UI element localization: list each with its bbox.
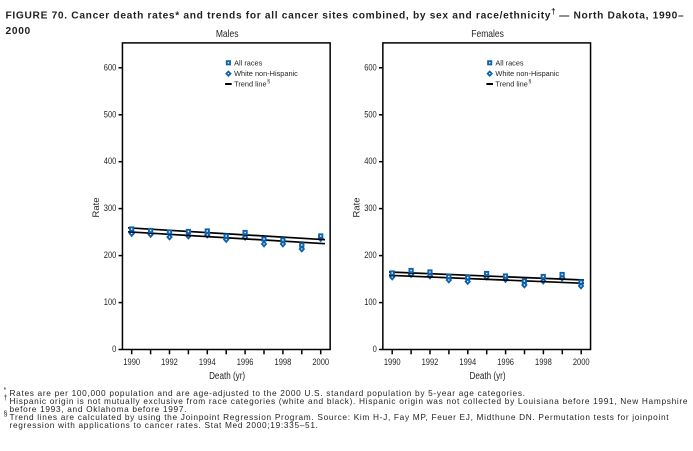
svg-text:1996: 1996 (237, 356, 254, 367)
svg-text:1994: 1994 (459, 356, 476, 367)
svg-text:500: 500 (104, 108, 117, 119)
svg-text:2000: 2000 (312, 356, 329, 367)
svg-text:White non-Hispanic: White non-Hispanic (495, 69, 559, 78)
svg-text:100: 100 (104, 296, 117, 307)
svg-text:§: § (267, 79, 270, 85)
svg-text:Trend line: Trend line (495, 79, 527, 88)
svg-text:Males: Males (216, 28, 239, 39)
svg-text:1990: 1990 (123, 356, 140, 367)
svg-text:Death (yr): Death (yr) (469, 370, 505, 381)
svg-text:2000: 2000 (573, 356, 590, 367)
svg-text:600: 600 (104, 62, 117, 73)
svg-text:300: 300 (104, 202, 117, 213)
svg-text:All races: All races (495, 58, 523, 67)
svg-text:200: 200 (364, 249, 377, 260)
svg-text:0: 0 (112, 343, 116, 354)
svg-text:1992: 1992 (422, 356, 439, 367)
svg-text:Trend line: Trend line (234, 79, 266, 88)
svg-text:All races: All races (234, 58, 262, 67)
svg-text:1996: 1996 (497, 356, 514, 367)
svg-text:600: 600 (364, 62, 377, 73)
svg-text:Rate: Rate (91, 198, 101, 218)
svg-text:1994: 1994 (199, 356, 216, 367)
svg-text:§: § (528, 79, 531, 85)
svg-text:1990: 1990 (384, 356, 401, 367)
svg-text:100: 100 (364, 296, 377, 307)
svg-text:400: 400 (364, 155, 377, 166)
svg-text:Females: Females (471, 28, 504, 39)
svg-text:0: 0 (373, 343, 377, 354)
svg-text:1992: 1992 (161, 356, 178, 367)
svg-text:Death (yr): Death (yr) (209, 370, 245, 381)
svg-text:500: 500 (364, 108, 377, 119)
svg-text:1998: 1998 (535, 356, 552, 367)
svg-text:White non-Hispanic: White non-Hispanic (234, 69, 298, 78)
svg-text:1998: 1998 (275, 356, 292, 367)
svg-text:Rate: Rate (352, 198, 362, 218)
svg-text:200: 200 (104, 249, 117, 260)
svg-text:300: 300 (364, 202, 377, 213)
svg-text:400: 400 (104, 155, 117, 166)
